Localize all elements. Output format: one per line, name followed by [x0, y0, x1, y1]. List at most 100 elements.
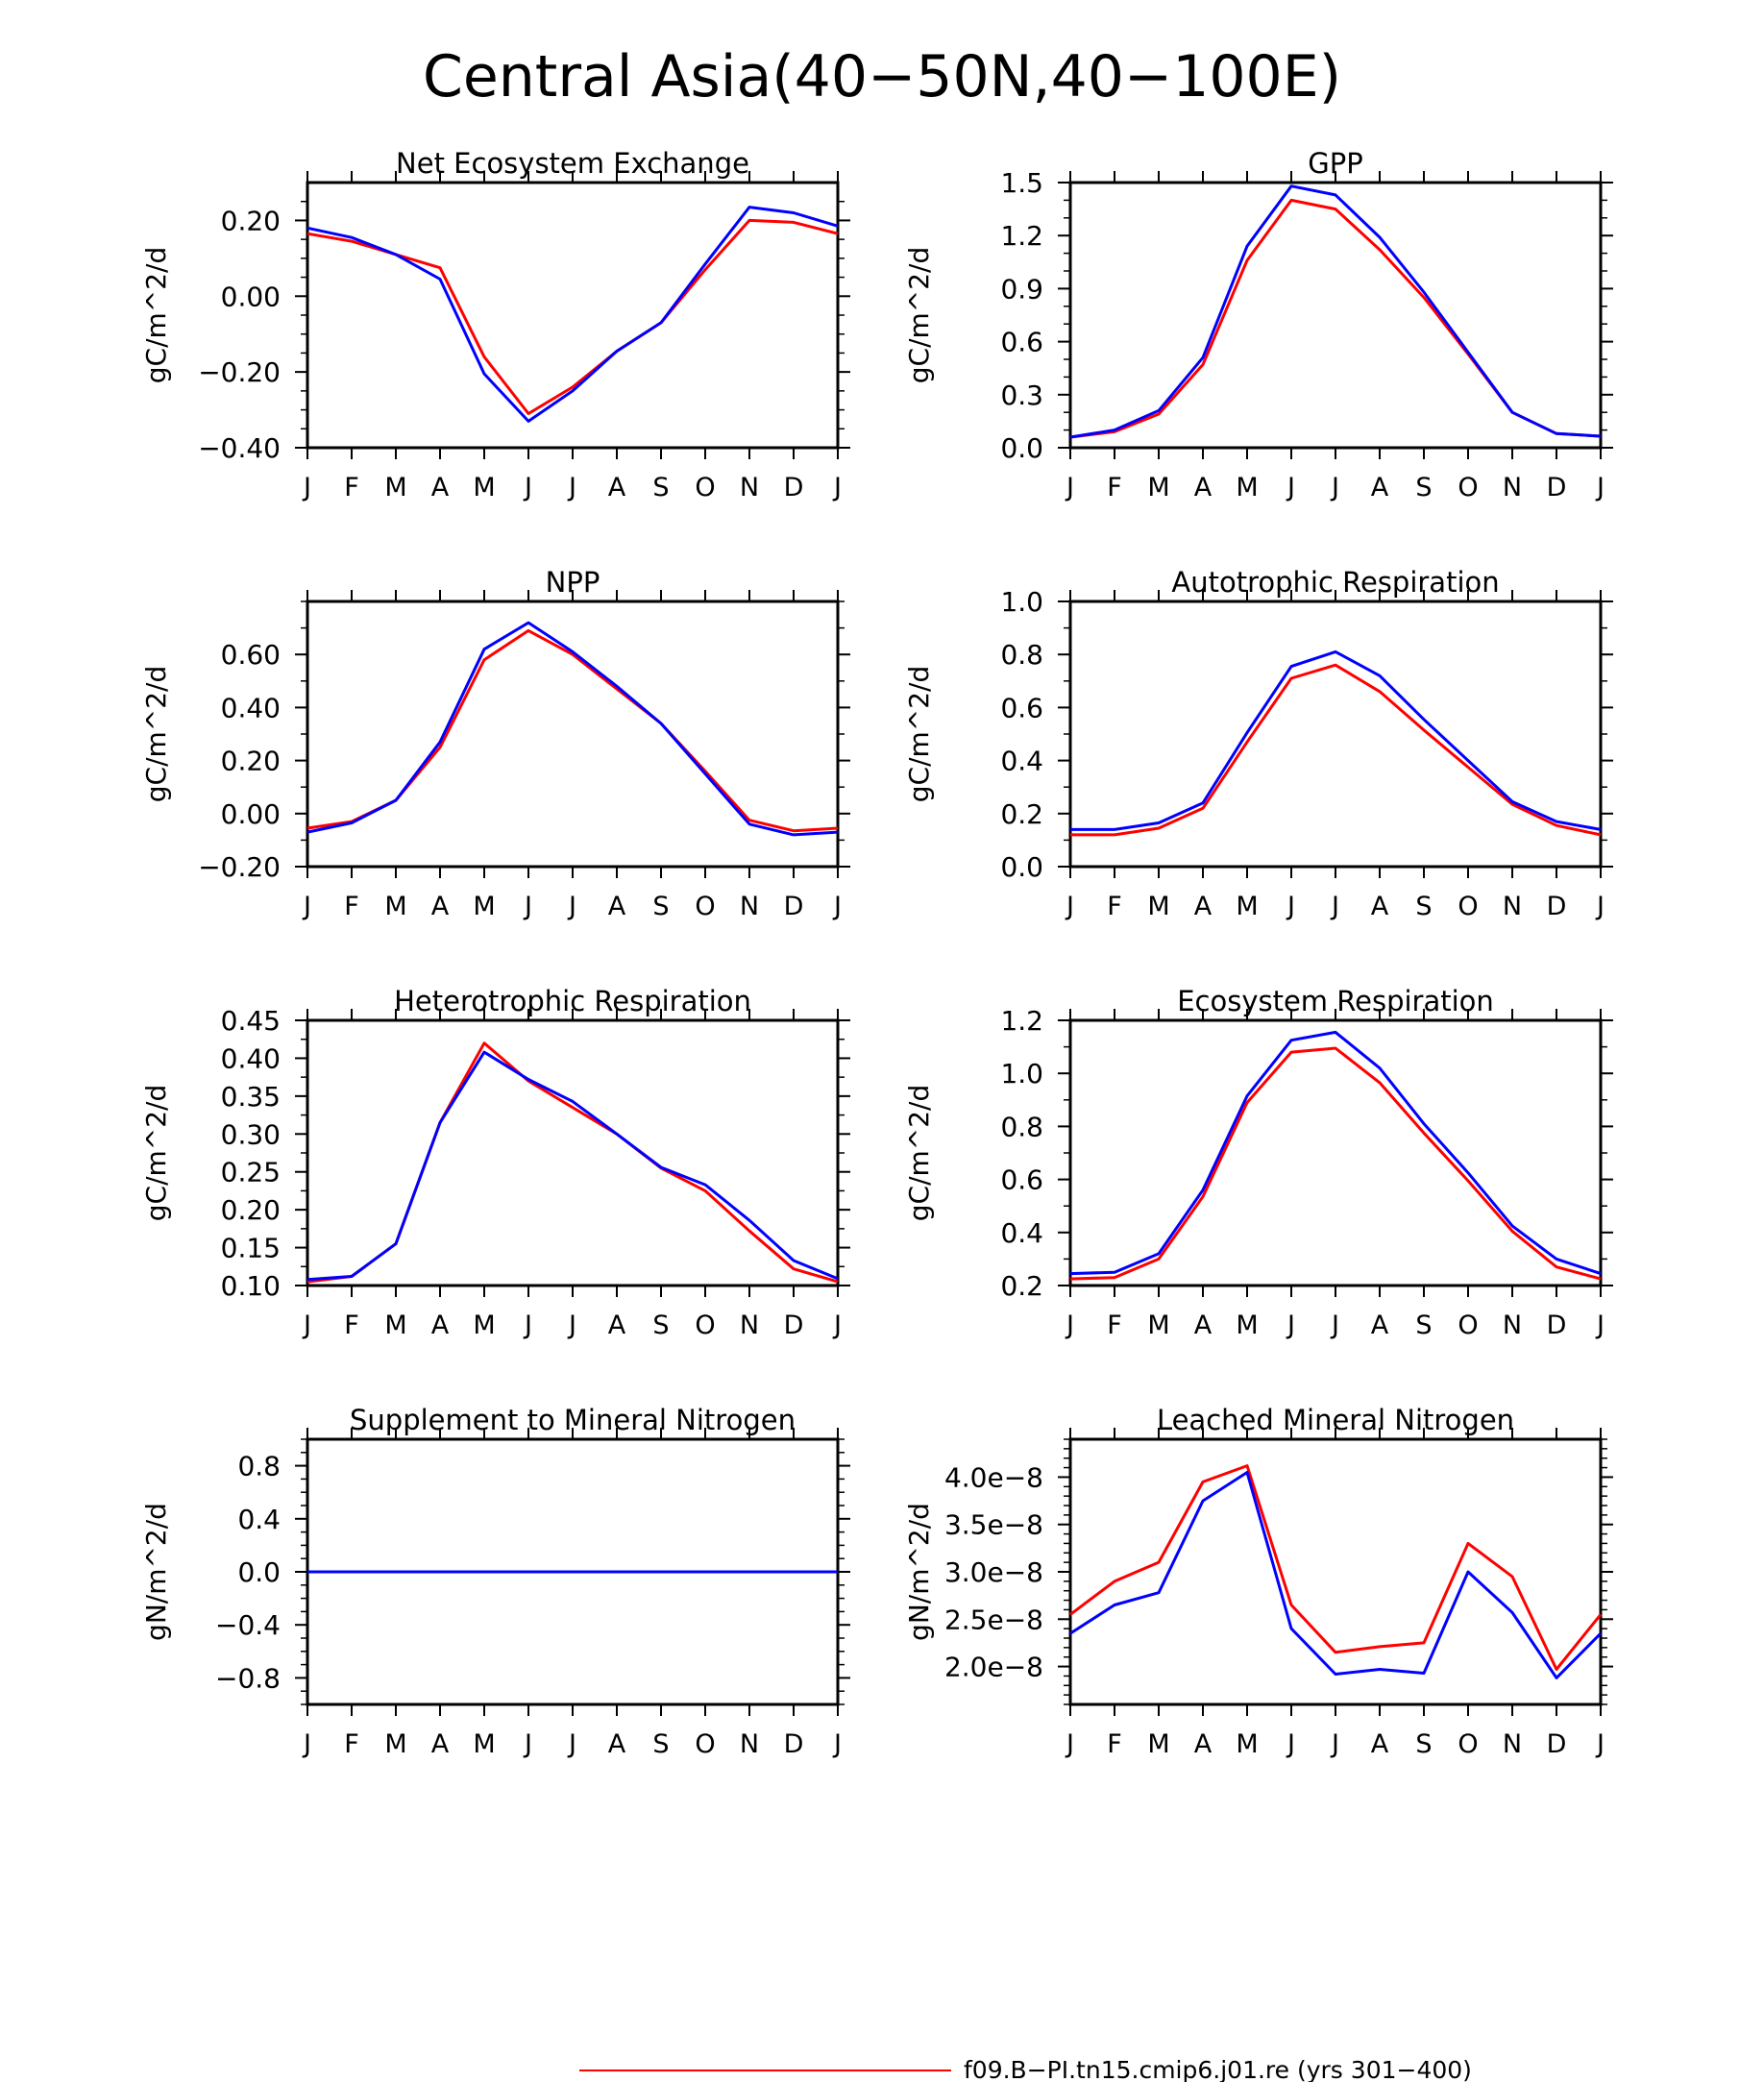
series-line-run2 — [306, 1050, 839, 1282]
y-tick-label: 1.0 — [1000, 586, 1043, 618]
x-tick-label: A — [431, 892, 450, 921]
x-tick-label: J — [1065, 1310, 1074, 1340]
y-tick-label: 0.8 — [1000, 1111, 1043, 1142]
x-tick-label: N — [740, 892, 759, 921]
x-tick-label: J — [1286, 1310, 1295, 1340]
series-line-run1 — [1070, 663, 1602, 837]
x-tick-label: S — [652, 473, 669, 502]
y-tick-label: 0.0 — [237, 1556, 281, 1588]
y-axis-label: gC/m^2/d — [140, 247, 172, 384]
y-tick-label: 0.0 — [1000, 432, 1043, 464]
x-tick-label: J — [1595, 1310, 1605, 1340]
plot-frame — [1068, 1018, 1603, 1287]
series-line-run2 — [1069, 1030, 1602, 1276]
y-tick-label: −0.20 — [198, 356, 281, 388]
series-line-run1 — [1069, 1046, 1602, 1281]
x-tick-label: M — [1236, 1310, 1258, 1340]
x-tick-label: N — [1503, 1310, 1522, 1340]
x-tick-label: J — [1330, 473, 1339, 502]
x-tick-label: O — [1458, 473, 1478, 502]
x-tick-label: M — [1236, 892, 1258, 921]
y-tick-label: 3.0e−8 — [944, 1556, 1043, 1588]
y-tick-label: 0.60 — [221, 639, 281, 671]
y-tick-label: 0.2 — [1000, 1270, 1043, 1302]
x-tick-label: J — [1065, 892, 1074, 921]
y-tick-label: 0.4 — [237, 1504, 281, 1535]
x-tick-label: M — [1147, 1310, 1169, 1340]
x-tick-label: J — [567, 1729, 576, 1759]
x-tick-label: J — [1065, 473, 1074, 502]
x-tick-label: A — [1371, 473, 1389, 502]
x-tick-label: J — [302, 473, 311, 502]
y-tick-label: 0.2 — [1000, 798, 1043, 830]
y-tick-label: −0.40 — [198, 432, 281, 464]
x-tick-label: J — [523, 473, 532, 502]
y-tick-label: 0.8 — [1000, 639, 1043, 671]
y-tick-label: 0.20 — [221, 1194, 281, 1226]
y-tick-label: 0.6 — [1000, 692, 1043, 723]
y-tick-label: −0.8 — [215, 1662, 281, 1694]
x-tick-label: M — [473, 473, 495, 502]
x-tick-label: J — [1065, 1729, 1074, 1759]
x-tick-label: M — [384, 473, 406, 502]
series-line-run2 — [1069, 184, 1602, 439]
y-tick-label: 1.5 — [1000, 167, 1043, 199]
x-tick-label: N — [740, 1729, 759, 1759]
x-tick-label: D — [784, 473, 804, 502]
x-tick-label: A — [431, 1310, 450, 1340]
y-tick-label: 0.4 — [1000, 1217, 1043, 1249]
x-tick-label: A — [608, 1310, 626, 1340]
y-tick-label: 0.45 — [221, 1005, 281, 1037]
y-tick-label: 0.6 — [1000, 327, 1043, 358]
x-tick-label: J — [1330, 892, 1339, 921]
x-tick-label: M — [1147, 473, 1169, 502]
x-tick-label: O — [1458, 1729, 1478, 1759]
x-tick-label: J — [832, 473, 842, 502]
x-tick-label: O — [695, 1729, 715, 1759]
y-tick-label: 0.10 — [221, 1270, 281, 1302]
x-tick-label: O — [1458, 1310, 1478, 1340]
x-tick-label: O — [695, 473, 715, 502]
x-tick-label: N — [740, 473, 759, 502]
x-tick-label: M — [473, 1729, 495, 1759]
figure-title: Central Asia(40−50N,40−100E) — [423, 43, 1341, 110]
series-line-run1 — [306, 1041, 839, 1284]
y-axis-label: gC/m^2/d — [140, 666, 172, 803]
series-line-run1 — [1069, 1464, 1603, 1671]
x-tick-label: N — [740, 1310, 759, 1340]
x-tick-label: F — [1107, 1729, 1122, 1759]
x-tick-label: J — [523, 892, 532, 921]
x-tick-label: M — [473, 892, 495, 921]
y-tick-label: 0.00 — [221, 798, 281, 830]
x-tick-label: J — [302, 892, 311, 921]
y-tick-label: 2.0e−8 — [944, 1652, 1043, 1683]
y-axis-label: gC/m^2/d — [903, 666, 935, 803]
x-tick-label: J — [302, 1310, 311, 1340]
x-tick-label: J — [832, 1729, 842, 1759]
x-tick-label: S — [1415, 892, 1432, 921]
y-tick-label: 1.0 — [1000, 1058, 1043, 1090]
x-tick-label: D — [784, 1729, 804, 1759]
x-tick-label: A — [608, 892, 626, 921]
series-line-run2 — [306, 206, 839, 423]
y-tick-label: −0.20 — [198, 851, 281, 883]
plot-frame — [1068, 181, 1603, 450]
x-tick-label: N — [1503, 473, 1522, 502]
x-tick-label: D — [784, 892, 804, 921]
x-tick-label: A — [1194, 892, 1213, 921]
x-tick-label: F — [1107, 892, 1122, 921]
y-tick-label: 0.0 — [1000, 851, 1043, 883]
x-tick-label: A — [1194, 1310, 1213, 1340]
x-tick-label: J — [523, 1310, 532, 1340]
series-line-run2 — [1070, 649, 1602, 831]
x-tick-label: S — [652, 892, 669, 921]
y-axis-label: gC/m^2/d — [903, 247, 935, 384]
x-tick-label: J — [1595, 1729, 1605, 1759]
x-tick-label: S — [652, 1729, 669, 1759]
x-tick-label: S — [1415, 1729, 1432, 1759]
x-tick-label: J — [1330, 1729, 1339, 1759]
